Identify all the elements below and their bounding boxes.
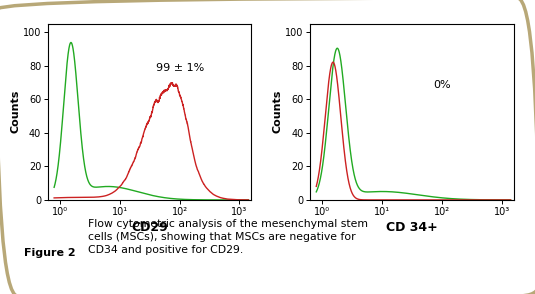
Text: 0%: 0% bbox=[434, 80, 451, 90]
Y-axis label: Counts: Counts bbox=[10, 90, 20, 133]
Y-axis label: Counts: Counts bbox=[272, 90, 282, 133]
Text: 99 ± 1%: 99 ± 1% bbox=[156, 63, 204, 73]
Text: Figure 2: Figure 2 bbox=[24, 248, 75, 258]
Text: Flow cytometric analysis of the mesenchymal stem
cells (MSCs), showing that MSCs: Flow cytometric analysis of the mesenchy… bbox=[88, 219, 368, 255]
X-axis label: CD29: CD29 bbox=[132, 221, 168, 234]
X-axis label: CD 34+: CD 34+ bbox=[386, 221, 438, 234]
